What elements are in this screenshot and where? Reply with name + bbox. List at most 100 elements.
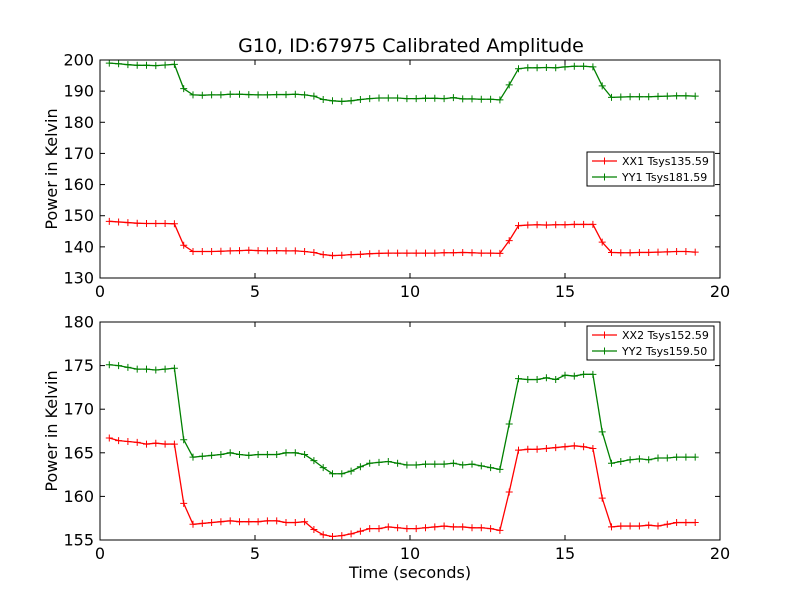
x-tick-label: 20 [710,544,730,563]
data-point [245,246,253,254]
data-point [366,525,374,533]
data-point [273,451,281,459]
data-point [329,252,336,260]
data-point [598,238,606,246]
data-point [580,62,588,70]
data-point [533,376,541,384]
data-point [496,96,504,104]
data-point [254,91,262,99]
y-tick-label: 130 [63,269,94,288]
data-point [626,93,634,101]
data-point [449,249,457,257]
data-point [329,533,336,541]
y-axis-label: Power in Kelvin [42,370,61,491]
data-point [570,372,578,380]
data-point [422,524,429,532]
data-point [635,522,643,530]
data-point [673,248,681,256]
y-tick-label: 155 [63,531,94,550]
data-point [459,248,467,256]
data-point [161,220,169,227]
data-point [422,249,429,257]
data-point [254,518,262,526]
data-point [301,451,309,459]
data-point [124,363,132,371]
data-point [542,444,550,452]
data-point [533,64,541,72]
data-point [338,97,346,105]
data-point [282,519,290,527]
series-line-0-1 [109,62,696,103]
data-point [598,82,606,90]
series-line-1-0 [109,437,696,538]
data-point [608,93,615,101]
data-point [617,458,625,466]
data-point [180,85,188,93]
data-point [143,365,150,373]
data-point [505,420,513,428]
data-point [254,451,262,459]
data-point [226,517,234,525]
data-point [338,251,346,259]
data-point [198,248,206,256]
data-point [124,61,132,69]
data-point [152,439,160,447]
data-point [356,96,364,104]
data-point [673,92,681,100]
data-point [561,443,569,451]
data-point [198,91,206,99]
data-point [691,453,699,461]
data-point [617,522,625,530]
data-point [515,375,522,383]
data-point [635,455,643,463]
data-point [291,247,299,255]
data-point [403,95,411,103]
data-point [226,247,234,255]
data-point [189,453,197,461]
data-point [301,248,309,256]
data-point [105,361,113,369]
data-point [487,95,495,103]
data-point [375,458,383,466]
figure-title: G10, ID:67975 Calibrated Amplitude [238,35,584,57]
data-point [170,440,178,448]
x-axis-label: Time (seconds) [348,563,471,582]
data-point [617,249,625,257]
data-point [663,248,671,256]
data-point [626,522,634,530]
data-point [208,451,216,459]
data-point [449,523,457,531]
data-point [412,525,420,533]
data-point [282,91,290,99]
data-point [422,94,429,102]
data-point [552,64,560,72]
data-point [440,95,448,103]
data-point [105,59,113,67]
data-point [663,454,671,462]
data-point [180,499,188,507]
legend-box [586,325,715,361]
data-point [105,217,113,225]
data-point [598,428,606,436]
data-point [366,95,374,103]
data-point [329,470,336,478]
y-tick-label: 160 [63,487,94,506]
data-point [347,251,355,259]
data-point [412,95,420,103]
data-point [533,221,541,229]
data-point [319,531,327,539]
data-point [310,526,318,534]
data-point [263,91,271,99]
data-point [487,464,495,472]
data-point [394,94,402,102]
data-point [524,221,532,229]
data-point [152,62,160,70]
data-point [505,488,513,496]
data-point [580,443,588,451]
data-point [608,459,615,467]
data-point [245,518,253,526]
x-tick-label: 10 [400,282,420,301]
data-point [542,63,550,71]
data-point [161,61,169,69]
data-point [552,221,560,229]
